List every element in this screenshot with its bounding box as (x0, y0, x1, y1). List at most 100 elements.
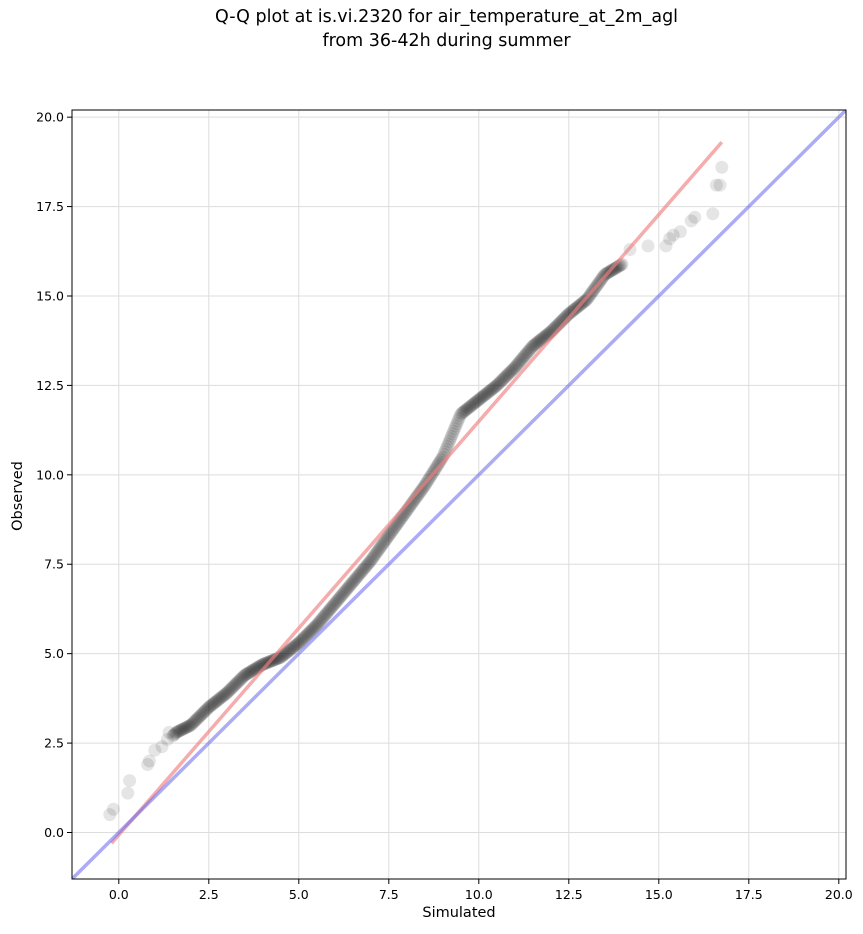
data-point (227, 678, 241, 692)
data-point (346, 575, 360, 589)
data-point (530, 336, 544, 350)
data-point (451, 414, 465, 428)
data-point (258, 657, 272, 671)
data-point (339, 584, 353, 598)
data-point (325, 600, 339, 614)
data-point (473, 392, 487, 406)
x-axis-label: Simulated (422, 905, 496, 921)
data-point (291, 637, 305, 651)
data-point (244, 665, 258, 679)
data-point (470, 394, 484, 408)
data-point (183, 719, 197, 733)
data-point (232, 674, 246, 688)
data-point (518, 349, 532, 363)
data-point (173, 723, 187, 737)
data-point (349, 571, 363, 585)
data-point (172, 724, 186, 738)
data-point (666, 228, 680, 242)
data-point (443, 432, 457, 446)
x-tick-label: 0.0 (109, 887, 129, 902)
data-point (374, 539, 388, 553)
data-point (294, 633, 308, 647)
data-point (181, 720, 195, 734)
data-point (199, 703, 213, 717)
data-point (280, 645, 294, 659)
data-point (217, 689, 231, 703)
data-point (320, 606, 334, 620)
data-point (221, 685, 235, 699)
x-tick-label: 7.5 (379, 887, 399, 902)
data-point (230, 676, 244, 690)
data-point (508, 360, 522, 374)
data-point (238, 668, 252, 682)
data-point (332, 591, 346, 605)
data-point (520, 346, 534, 360)
data-point (328, 597, 342, 611)
data-point (308, 619, 322, 633)
data-point (688, 210, 702, 224)
data-point (323, 602, 337, 616)
data-point (523, 342, 537, 356)
data-point (319, 607, 333, 621)
data-point (312, 616, 326, 630)
data-point (179, 721, 193, 735)
data-point (372, 542, 386, 556)
data-point (218, 688, 232, 702)
data-point (214, 690, 228, 704)
data-point (502, 367, 516, 381)
data-point (532, 334, 546, 348)
data-point (205, 698, 219, 712)
data-point (356, 563, 370, 577)
data-point (684, 214, 698, 228)
data-point (463, 400, 477, 414)
data-point (360, 558, 374, 572)
data-point (215, 689, 229, 703)
data-point (531, 335, 545, 349)
data-point (375, 538, 389, 552)
data-point (314, 613, 328, 627)
data-point (148, 743, 162, 757)
data-point (155, 740, 169, 754)
data-point (564, 305, 578, 319)
data-point (361, 557, 375, 571)
x-tick-label: 10.0 (465, 887, 493, 902)
data-point (706, 207, 720, 221)
y-tick-label: 5.0 (44, 646, 64, 661)
data-point (187, 715, 201, 729)
data-point (287, 640, 301, 654)
data-point (501, 368, 515, 382)
data-point (201, 701, 215, 715)
data-point (299, 629, 313, 643)
data-point (231, 675, 245, 689)
data-point (514, 354, 528, 368)
data-point (194, 708, 208, 722)
data-point (166, 729, 180, 743)
data-point (488, 380, 502, 394)
data-point (457, 404, 471, 418)
reference-lines (72, 110, 846, 879)
fit-line (110, 141, 724, 845)
data-point (503, 366, 517, 380)
data-point (192, 710, 206, 724)
data-point (370, 545, 384, 559)
data-point (504, 364, 518, 378)
data-point (511, 356, 525, 370)
data-point (715, 160, 729, 174)
data-point (447, 424, 461, 438)
data-point (533, 333, 547, 347)
data-point (207, 696, 221, 710)
data-point (413, 485, 427, 499)
data-point (245, 664, 259, 678)
data-point (525, 339, 539, 353)
data-point (178, 721, 192, 735)
data-point (524, 341, 538, 355)
data-point (709, 178, 723, 192)
data-point (350, 570, 364, 584)
data-point (141, 758, 155, 772)
data-point (453, 409, 467, 423)
data-point (223, 683, 237, 697)
data-point (519, 347, 533, 361)
data-point (307, 621, 321, 635)
data-point (233, 673, 247, 687)
